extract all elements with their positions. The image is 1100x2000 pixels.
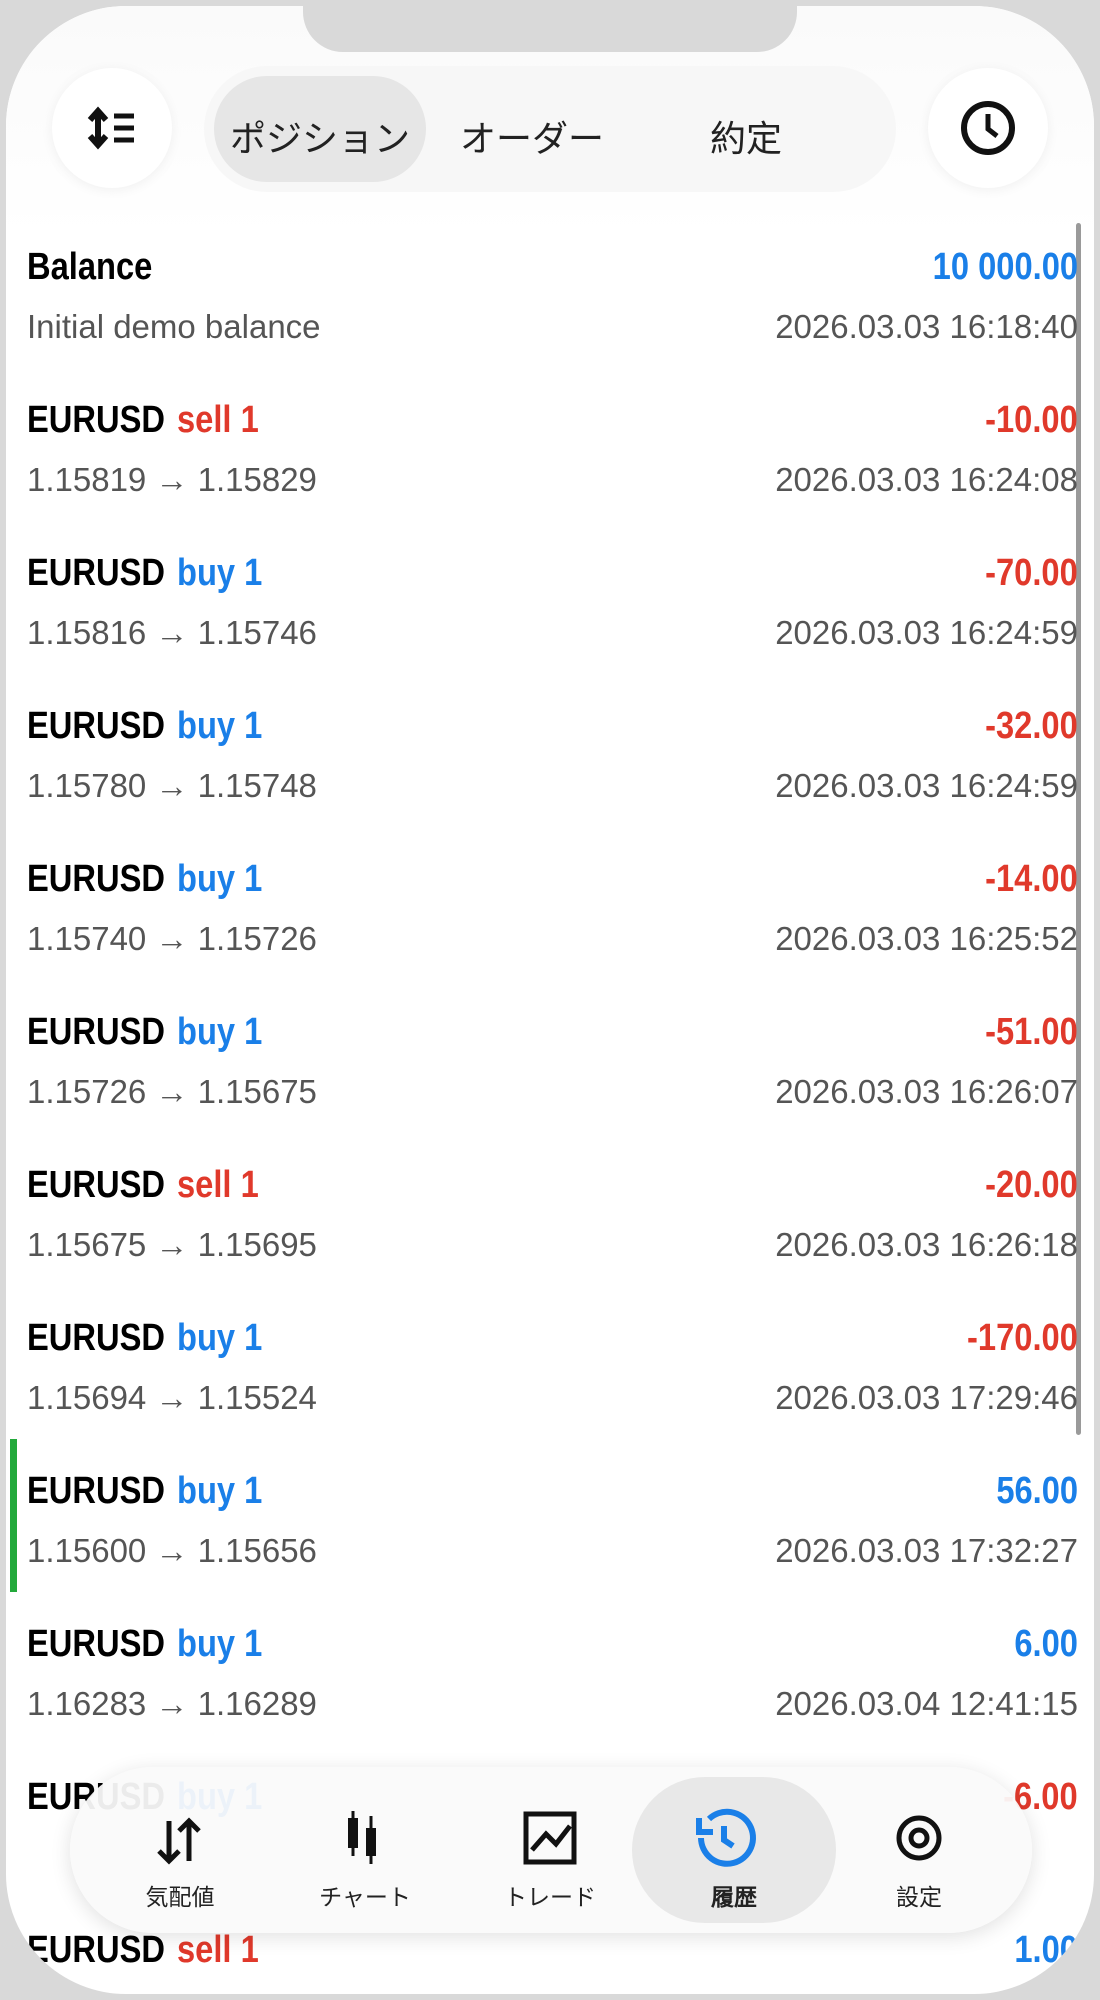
symbol: EURUSD xyxy=(27,552,166,594)
time: 2026.03.03 16:24:08 xyxy=(775,461,1078,498)
symbol: EURUSD xyxy=(27,1470,166,1512)
prices: 1.15675 → 1.15695 xyxy=(27,1226,317,1263)
sort-icon xyxy=(87,106,134,150)
time: 2026.03.03 17:29:46 xyxy=(775,1379,1078,1416)
tab[interactable]: オーダー xyxy=(459,118,604,159)
bottom-nav xyxy=(70,1767,1032,1933)
clock-icon xyxy=(961,101,1015,155)
balance-amount: 10 000.00 xyxy=(932,246,1078,288)
amount: 6.00 xyxy=(1014,1623,1078,1665)
side: buy 1 xyxy=(177,1470,263,1512)
prices: 1.15816 → 1.15746 xyxy=(27,614,317,651)
nav-item[interactable]: チャート xyxy=(319,1884,411,1910)
amount: -20.00 xyxy=(985,1164,1078,1206)
side: buy 1 xyxy=(177,552,263,594)
amount: -70.00 xyxy=(985,552,1078,594)
symbol: EURUSD xyxy=(27,1317,166,1359)
symbol: EURUSD xyxy=(27,1929,166,1971)
prices: 1.15726 → 1.15675 xyxy=(27,1073,317,1110)
active-nav xyxy=(632,1777,836,1923)
amount: -51.00 xyxy=(985,1011,1078,1053)
symbol: EURUSD xyxy=(27,1164,166,1206)
prices: 1.15600 → 1.15656 xyxy=(27,1532,317,1569)
time: 2026.03.03 16:26:07 xyxy=(775,1073,1078,1110)
side: sell 1 xyxy=(177,399,259,441)
prices: 1.15740 → 1.15726 xyxy=(27,920,317,957)
time: 2026.03.04 12:41:15 xyxy=(775,1685,1078,1722)
highlight-bar xyxy=(10,1439,17,1592)
amount: 1.00 xyxy=(1014,1929,1078,1971)
nav-item[interactable]: 履歴 xyxy=(711,1884,757,1910)
symbol: EURUSD xyxy=(27,1011,166,1053)
prices: 1.16283 → 1.16289 xyxy=(27,1685,317,1722)
amount: 56.00 xyxy=(996,1470,1078,1512)
prices: 1.15780 → 1.15748 xyxy=(27,767,317,804)
sort-button[interactable] xyxy=(52,68,172,188)
active-tab xyxy=(214,76,426,182)
side: sell 1 xyxy=(177,1929,259,1971)
symbol: EURUSD xyxy=(27,1623,166,1665)
balance-subtitle: Initial demo balance xyxy=(27,308,321,345)
scrollbar xyxy=(1076,223,1081,1435)
nav-item[interactable]: 設定 xyxy=(896,1884,942,1910)
time: 2026.03.03 16:24:59 xyxy=(775,614,1078,651)
notch xyxy=(303,6,797,52)
side: buy 1 xyxy=(177,705,263,747)
side: sell 1 xyxy=(177,1164,259,1206)
nav-item[interactable]: トレード xyxy=(504,1884,596,1910)
balance-time: 2026.03.03 16:18:40 xyxy=(775,308,1078,345)
time: 2026.03.03 16:24:59 xyxy=(775,767,1078,804)
prices: 1.15819 → 1.15829 xyxy=(27,461,317,498)
nav-item[interactable]: 気配値 xyxy=(145,1884,215,1910)
time: 2026.03.03 16:25:52 xyxy=(775,920,1078,957)
amount: -170.00 xyxy=(967,1317,1078,1359)
time: 2026.03.03 17:32:27 xyxy=(775,1532,1078,1569)
side: buy 1 xyxy=(177,1317,263,1359)
time: 2026.03.03 16:26:18 xyxy=(775,1226,1078,1263)
balance-title: Balance xyxy=(27,246,153,288)
history-button[interactable] xyxy=(928,68,1048,188)
amount: -14.00 xyxy=(985,858,1078,900)
tab[interactable]: 約定 xyxy=(709,118,782,159)
symbol: EURUSD xyxy=(27,399,166,441)
tab[interactable]: ポジション xyxy=(229,118,410,159)
amount: -10.00 xyxy=(985,399,1078,441)
side: buy 1 xyxy=(177,1623,263,1665)
side: buy 1 xyxy=(177,1011,263,1053)
symbol: EURUSD xyxy=(27,858,166,900)
prices: 1.15694 → 1.15524 xyxy=(27,1379,317,1416)
symbol: EURUSD xyxy=(27,705,166,747)
side: buy 1 xyxy=(177,858,263,900)
amount: -32.00 xyxy=(985,705,1078,747)
nav-icons xyxy=(157,1808,942,1867)
